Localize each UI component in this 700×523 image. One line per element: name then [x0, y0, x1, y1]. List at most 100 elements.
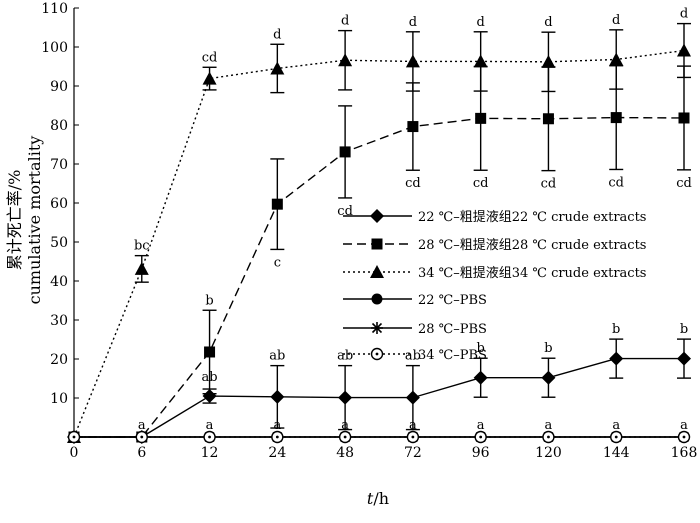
- baseline-label: a: [138, 418, 146, 433]
- baseline-label: a: [206, 418, 214, 433]
- data-point-square: [371, 238, 383, 250]
- significance-label: cd: [337, 204, 353, 219]
- significance-label: cd: [541, 177, 557, 192]
- significance-label: bc: [134, 239, 150, 254]
- hollow-circle-dot: [614, 435, 618, 439]
- hollow-circle-dot: [208, 435, 211, 439]
- baseline-label: a: [477, 418, 485, 433]
- baseline-label: a: [341, 418, 349, 433]
- data-point-triangle: [338, 53, 353, 67]
- data-point-diamond: [609, 351, 624, 366]
- hollow-circle-dot: [275, 435, 279, 439]
- significance-label: b: [544, 341, 552, 356]
- legend-label: 28 ℃–PBS: [418, 322, 487, 337]
- significance-label: d: [273, 27, 281, 42]
- data-point-hollow-circle: [203, 430, 216, 444]
- data-point-triangle: [609, 52, 624, 66]
- series-line: [74, 357, 684, 438]
- hollow-circle-dot: [140, 435, 144, 439]
- significance-label: ab: [269, 349, 285, 364]
- data-point-square: [475, 112, 487, 124]
- data-point-triangle: [134, 261, 149, 275]
- y-axis-title-cn: 累计死亡率/%: [5, 170, 24, 271]
- x-tick-label: 12: [201, 445, 219, 461]
- significance-label: d: [409, 15, 417, 30]
- y-tick-label: 60: [50, 196, 68, 212]
- significance-label: ab: [337, 349, 353, 364]
- baseline-label: a: [545, 418, 553, 433]
- significance-label: d: [680, 7, 688, 22]
- significance-label: d: [544, 15, 552, 30]
- star-stroke: [371, 322, 383, 334]
- significance-label: cd: [405, 176, 421, 191]
- significance-label: b: [205, 293, 213, 308]
- data-point-triangle: [370, 265, 384, 278]
- significance-label: ab: [405, 349, 421, 364]
- y-tick-label: 90: [50, 79, 68, 95]
- y-tick-label: 100: [41, 40, 68, 56]
- data-point-hollow-circle: [370, 347, 384, 361]
- hollow-circle-dot: [547, 435, 550, 439]
- data-point-hollow-circle: [542, 430, 555, 444]
- legend-label: 22 ℃–粗提液组22 ℃ crude extracts: [418, 209, 646, 225]
- x-tick-label: 96: [472, 445, 490, 461]
- series-lines: [73, 49, 685, 438]
- data-point-hollow-circle: [474, 430, 487, 444]
- significance-label: d: [612, 13, 620, 28]
- baseline-label: a: [680, 418, 688, 433]
- data-point-triangle: [270, 61, 285, 75]
- significance-label: c: [274, 255, 281, 270]
- x-tick-label: 120: [535, 445, 562, 461]
- y-tick-label: 50: [50, 235, 68, 251]
- series-markers: [67, 43, 691, 444]
- hollow-circle-dot: [72, 435, 76, 439]
- data-point-square: [542, 113, 554, 125]
- significance-label: d: [341, 14, 349, 29]
- significance-label: b: [612, 322, 620, 337]
- data-point-triangle: [473, 54, 488, 68]
- data-point-hollow-circle: [677, 430, 691, 444]
- data-point-diamond: [202, 389, 217, 404]
- significance-label: cd: [473, 176, 489, 191]
- significance-label: b: [680, 322, 688, 337]
- x-tick-label: 48: [336, 445, 354, 461]
- x-tick-label: 0: [70, 445, 79, 461]
- data-point-hollow-circle: [271, 430, 284, 444]
- y-tick-label: 80: [50, 118, 68, 134]
- significance-label: d: [477, 15, 485, 30]
- significance-label: cd: [608, 175, 624, 190]
- legend-label: 28 ℃–粗提液组28 ℃ crude extracts: [418, 237, 646, 253]
- data-point-star: [371, 322, 383, 334]
- data-point-diamond: [677, 351, 691, 366]
- x-tick-label: 72: [404, 445, 422, 461]
- hollow-circle-dot: [411, 435, 415, 439]
- significance-label: ab: [202, 370, 218, 385]
- data-point-hollow-circle: [610, 430, 623, 444]
- baseline-label: a: [273, 418, 281, 433]
- data-point-diamond: [370, 209, 384, 223]
- error-bars: [134, 22, 691, 431]
- data-point-diamond: [541, 370, 556, 385]
- hollow-circle-dot: [682, 435, 686, 439]
- baseline-label: a: [409, 418, 417, 433]
- data-point-square: [407, 121, 419, 133]
- data-point-diamond: [270, 389, 285, 404]
- x-axis-title-unit: /h: [373, 489, 389, 508]
- data-point-circle: [371, 293, 383, 305]
- data-point-square: [339, 146, 351, 158]
- y-tick-label: 70: [50, 157, 68, 173]
- y-axis-title-en: cumulative mortality: [25, 136, 44, 305]
- significance-label: b: [477, 341, 485, 356]
- y-tick-label: 40: [50, 274, 68, 290]
- data-point-triangle: [405, 54, 420, 68]
- y-tick-label: 10: [50, 391, 68, 407]
- data-point-diamond: [405, 390, 420, 405]
- x-tick-label: 6: [137, 445, 146, 461]
- data-point-diamond: [473, 370, 488, 385]
- data-point-hollow-circle: [67, 430, 81, 444]
- data-point-hollow-circle: [338, 430, 352, 444]
- significance-label: cd: [676, 176, 692, 191]
- baseline-label: a: [612, 418, 620, 433]
